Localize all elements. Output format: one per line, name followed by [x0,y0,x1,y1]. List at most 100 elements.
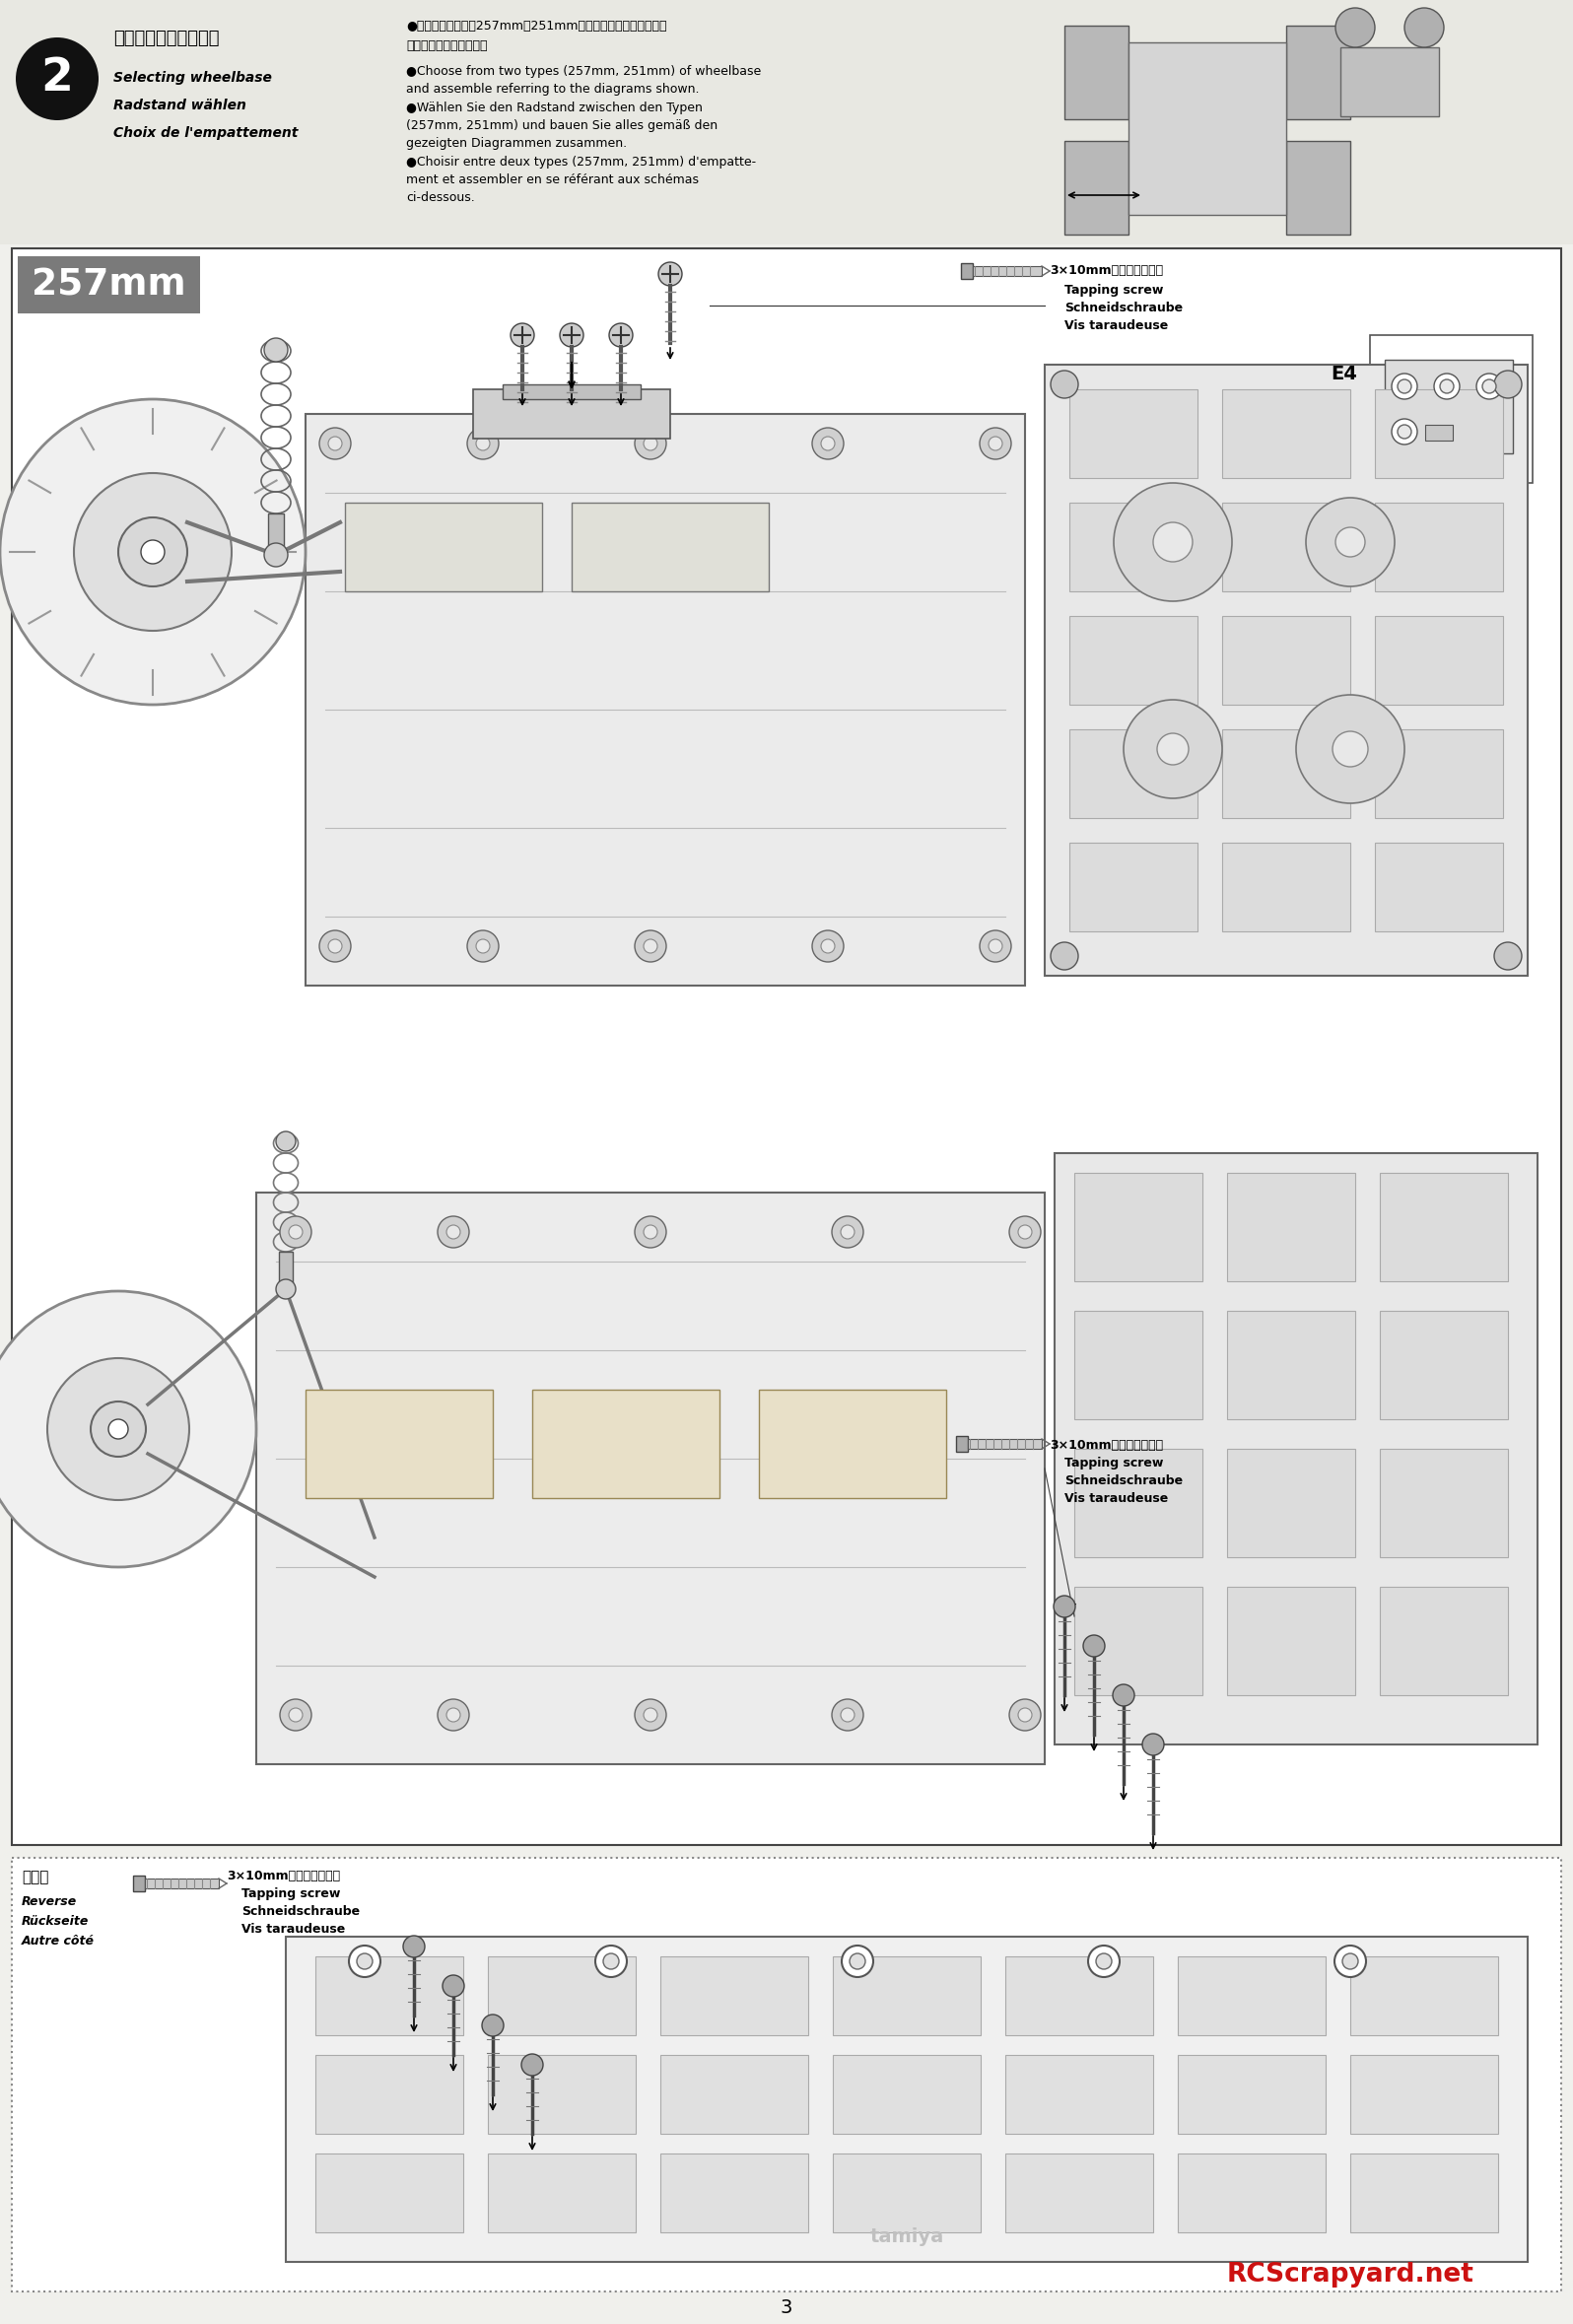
Bar [1425,425,1453,442]
Circle shape [289,1708,302,1722]
Circle shape [1306,497,1395,586]
Circle shape [1142,1734,1164,1755]
Bar [1350,2154,1497,2233]
Text: 2: 2 [41,56,74,100]
Circle shape [1153,523,1192,562]
Text: に組み立ててください。: に組み立ててください。 [406,40,488,51]
Circle shape [595,1945,626,1978]
Circle shape [74,474,231,630]
Circle shape [280,1699,311,1731]
Text: Vis taraudeuse: Vis taraudeuse [1065,1492,1169,1506]
Bar [503,383,640,400]
Bar [1350,2054,1497,2133]
Circle shape [1392,418,1417,444]
Bar [1044,365,1527,976]
Circle shape [1018,1708,1032,1722]
Circle shape [988,437,1002,451]
Text: Rückseite: Rückseite [22,1915,90,1929]
Circle shape [1051,370,1078,397]
Text: Schneidschraube: Schneidschraube [242,1906,360,1917]
Circle shape [1158,734,1189,765]
Circle shape [821,939,835,953]
Circle shape [47,1357,189,1499]
Text: 《裏》: 《裏》 [22,1868,49,1885]
Circle shape [1332,732,1369,767]
Bar [972,267,1041,277]
Circle shape [1397,379,1411,393]
Circle shape [1334,1945,1365,1978]
Bar [967,1439,1041,1448]
Circle shape [477,437,489,451]
Text: ●ホイールベースを257mm、251mmの中から選び、各図を参考: ●ホイールベースを257mm、251mmの中から選び、各図を参考 [406,19,667,33]
Bar [13,249,1560,1845]
Bar [1375,502,1504,590]
Bar [1070,390,1197,479]
Bar [488,2054,635,2133]
Circle shape [521,2054,543,2075]
Bar [1222,616,1350,704]
Text: 3: 3 [780,2298,793,2317]
Bar [1227,1311,1356,1420]
Circle shape [1123,700,1222,799]
Bar [17,256,200,314]
Text: ホイールベースの選択: ホイールベースの選択 [113,30,219,46]
Bar [134,1875,145,1892]
Text: 3×10mmタッピングビス: 3×10mmタッピングビス [1049,265,1162,277]
Bar [1054,1153,1537,1745]
Bar [1074,1587,1202,1694]
Circle shape [329,437,341,451]
Bar [473,390,670,439]
Bar [1227,1448,1356,1557]
Bar [1375,730,1504,818]
Circle shape [467,428,499,460]
Bar [1375,844,1504,932]
Circle shape [0,400,305,704]
Text: Vis taraudeuse: Vis taraudeuse [242,1922,344,1936]
Bar [1350,1957,1497,2036]
Circle shape [840,1225,854,1239]
Text: ●Wählen Sie den Radstand zwischen den Typen: ●Wählen Sie den Radstand zwischen den Ty… [406,102,703,114]
Circle shape [403,1936,425,1957]
Text: gezeigten Diagrammen zusammen.: gezeigten Diagrammen zusammen. [406,137,628,149]
Text: 3×10mmタッピングビス: 3×10mmタッピングビス [1049,1439,1162,1452]
Bar [1128,42,1287,214]
Circle shape [635,1699,667,1731]
Circle shape [1296,695,1405,804]
Bar [1370,335,1532,483]
Circle shape [447,1708,461,1722]
Circle shape [1477,374,1502,400]
Bar [1065,26,1128,119]
Circle shape [1089,1945,1120,1978]
Circle shape [1494,941,1521,969]
Bar [1005,2054,1153,2133]
Circle shape [1439,379,1453,393]
Circle shape [289,1225,302,1239]
Bar [316,2054,462,2133]
Bar [316,2154,462,2233]
Bar [344,502,543,590]
Bar [1074,1174,1202,1281]
Text: ci-dessous.: ci-dessous. [406,191,475,205]
Bar [1384,360,1513,453]
Bar [13,1857,1560,2291]
Bar [1340,46,1439,116]
Circle shape [1397,425,1411,439]
Circle shape [1018,1225,1032,1239]
Bar [0,0,1573,244]
Bar [145,1878,219,1889]
Text: Schneidschraube: Schneidschraube [1065,1473,1183,1487]
Text: 257mm: 257mm [31,267,186,302]
Text: ment et assembler en se référant aux schémas: ment et assembler en se référant aux sch… [406,174,698,186]
Bar [758,1390,947,1499]
Bar [1222,730,1350,818]
Bar [488,2154,635,2233]
Bar [1222,390,1350,479]
Circle shape [832,1699,864,1731]
Bar [1070,502,1197,590]
Bar [1178,1957,1326,2036]
Bar [1065,142,1128,235]
Circle shape [91,1401,146,1457]
Circle shape [357,1954,373,1968]
Circle shape [840,1708,854,1722]
Bar [316,1957,462,2036]
